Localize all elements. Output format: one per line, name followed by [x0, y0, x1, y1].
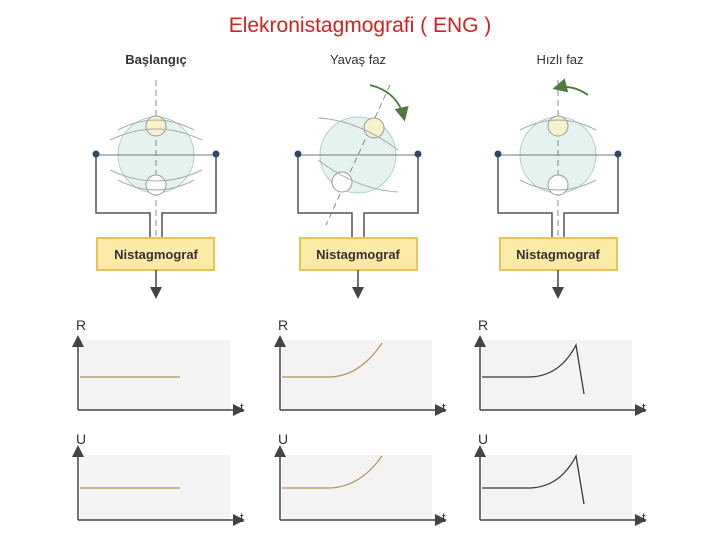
graph-u-yavas-faz: U t	[274, 431, 447, 526]
y-axis-label: R	[278, 317, 288, 333]
rotation-arrow-icon	[369, 84, 409, 122]
phase-label: Başlangıç	[125, 52, 186, 67]
trace	[482, 342, 585, 395]
graph-r-hizli-faz: R t	[474, 317, 647, 416]
graph-r-yavas-faz: R t	[274, 317, 447, 416]
nistagmograf-label: Nistagmograf	[114, 247, 198, 262]
eye-icon	[498, 80, 618, 240]
panel-baslangic: Başlangıç Nistagmograf	[92, 52, 220, 299]
trace	[282, 342, 383, 378]
nistagmograf-box	[499, 237, 618, 271]
electrode-right	[212, 150, 220, 158]
electrode-left	[92, 150, 100, 158]
phase-label: Yavaş faz	[330, 52, 386, 67]
y-axis-label: U	[478, 431, 488, 447]
nistagmograf-box	[299, 237, 418, 271]
y-axis-label: R	[478, 317, 488, 333]
x-axis-label: t	[442, 510, 446, 525]
y-axis-label: U	[76, 431, 86, 447]
x-axis-label: t	[442, 400, 446, 415]
trace	[482, 453, 585, 505]
x-axis-label: t	[642, 510, 646, 525]
panel-yavas-faz: Yavaş faz Nistagmograf	[294, 52, 422, 299]
graph-u-hizli-faz: U t	[474, 431, 647, 526]
electrode-left	[294, 150, 302, 158]
electrode-left	[494, 150, 502, 158]
y-axis-label: R	[76, 317, 86, 333]
x-axis-label: t	[642, 400, 646, 415]
x-axis-label: t	[240, 510, 244, 525]
electrode-right	[414, 150, 422, 158]
graph-u-baslangic: U t	[72, 431, 245, 526]
trace	[282, 455, 383, 489]
eye-icon	[96, 80, 216, 240]
x-axis-label: t	[240, 400, 244, 415]
page-title: Elekronistagmografi ( ENG )	[228, 14, 492, 37]
nistagmograf-box	[96, 237, 215, 271]
eye-icon	[298, 84, 418, 226]
panel-hizli-faz: Hızlı faz Nistagmograf	[494, 52, 622, 299]
nistagmograf-label: Nistagmograf	[316, 247, 400, 262]
y-axis-label: U	[278, 431, 288, 447]
phase-label: Hızlı faz	[537, 52, 584, 67]
rotation-arrow-icon	[552, 78, 589, 96]
electrode-right	[614, 150, 622, 158]
graph-r-baslangic: R t	[72, 317, 245, 416]
nistagmograf-label: Nistagmograf	[516, 247, 600, 262]
